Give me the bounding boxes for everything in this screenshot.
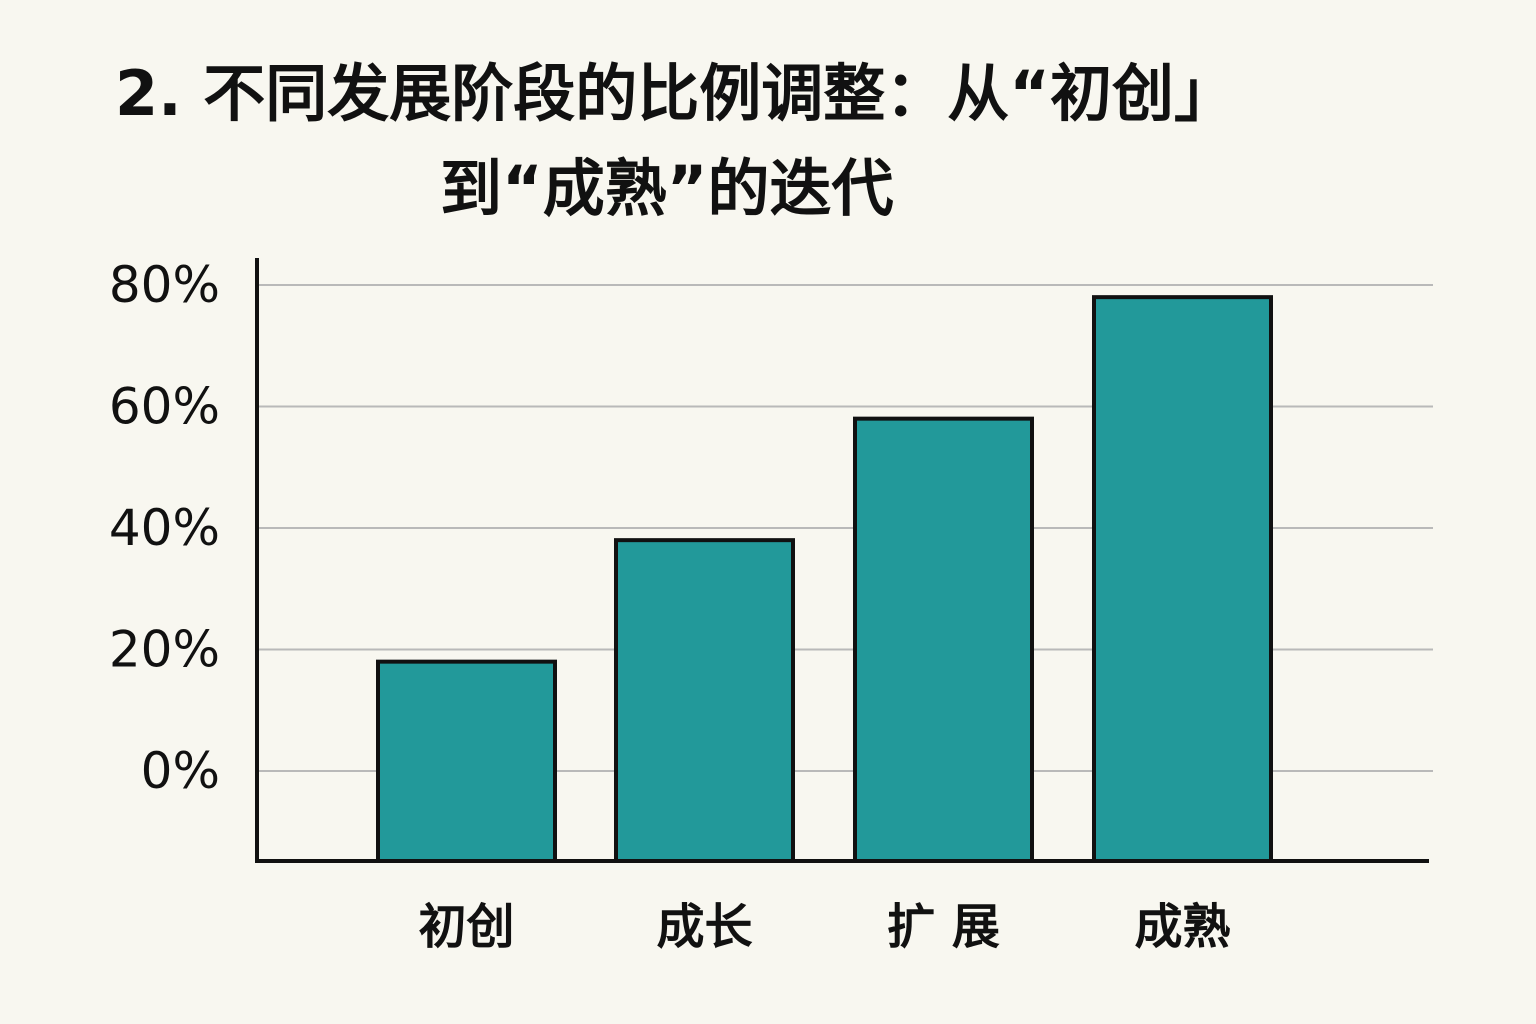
bar-4 [1092, 295, 1273, 863]
axes [255, 258, 1429, 863]
bar-2 [614, 538, 795, 864]
y-axis-tick-labels: 0% 20% 40% 60% 80% [109, 256, 220, 800]
x-category-label: 扩 展 [887, 899, 1000, 955]
bars [376, 295, 1273, 864]
y-tick-label: 80% [109, 256, 220, 314]
y-tick-label: 0% [141, 742, 220, 800]
bar-3 [853, 416, 1034, 863]
chart-title-line-1: 2. 不同发展阶段的比例调整：从“初创」 [115, 57, 1236, 130]
y-tick-label: 40% [109, 499, 220, 557]
x-category-label: 初创 [418, 899, 514, 955]
x-axis-category-labels: 初创 成长 扩 展 成熟 [418, 899, 1230, 955]
chart-title: 2. 不同发展阶段的比例调整：从“初创」 到“成熟”的迭代 [115, 57, 1236, 225]
bar-1 [376, 659, 557, 864]
chart-title-line-2: 到“成熟”的迭代 [440, 152, 894, 225]
x-category-label: 成长 [656, 899, 752, 955]
x-category-label: 成熟 [1134, 899, 1230, 955]
y-tick-label: 20% [109, 621, 220, 679]
y-tick-label: 60% [109, 378, 220, 436]
